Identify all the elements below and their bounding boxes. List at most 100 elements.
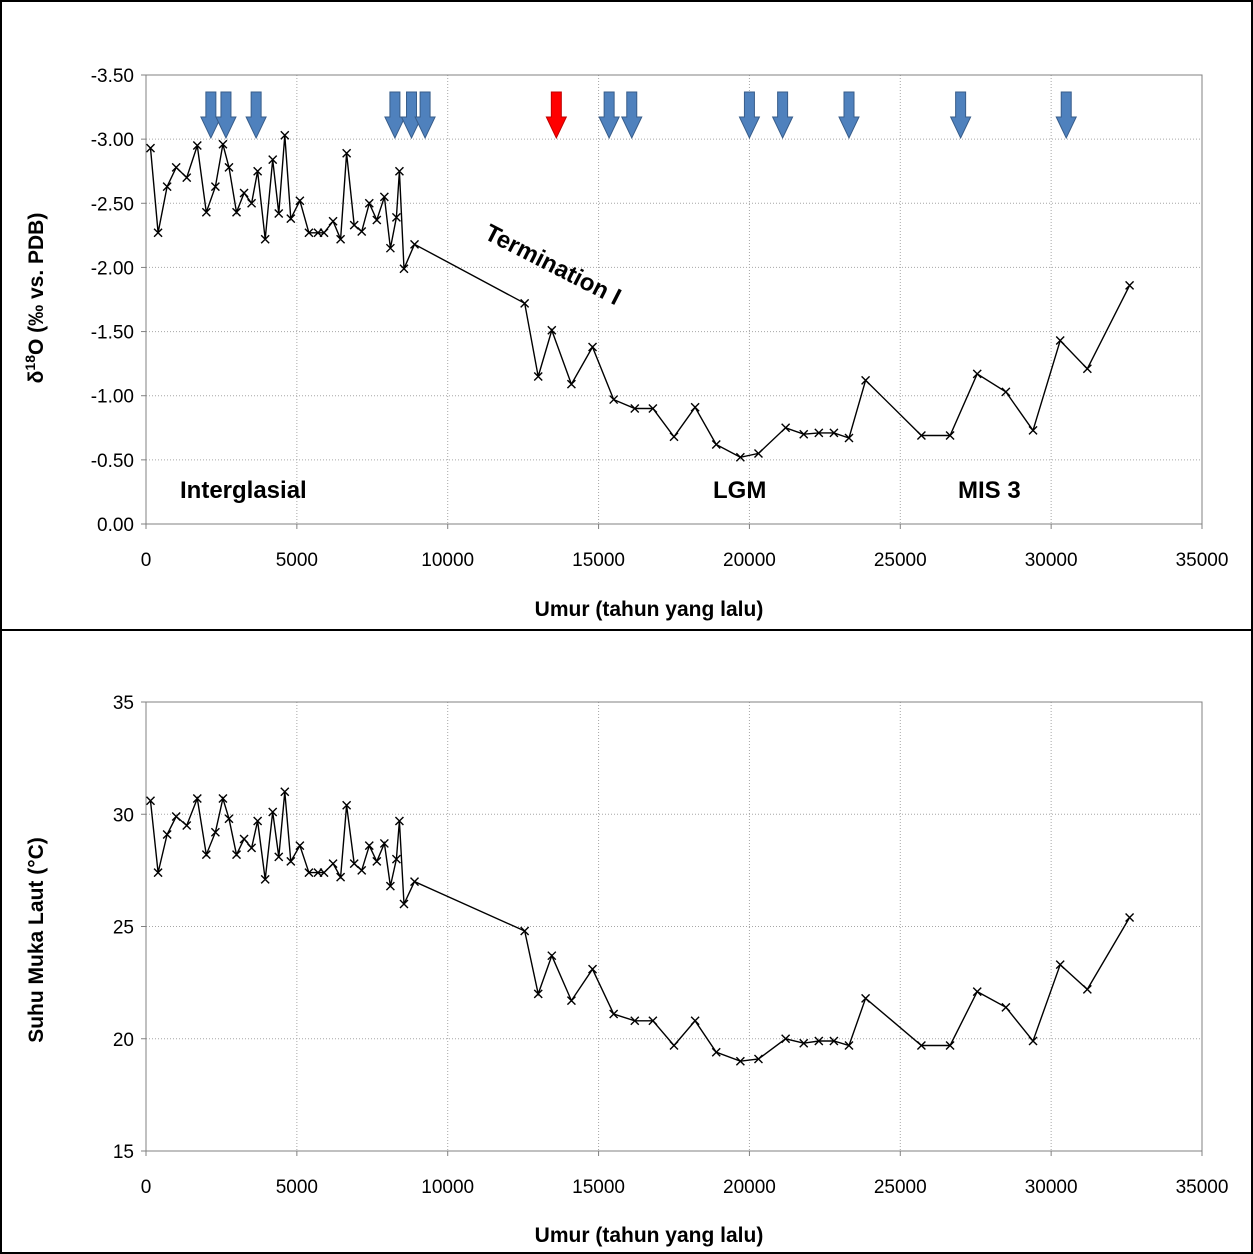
x-tick-label: 35000 [1176,550,1229,571]
data-point-marker [781,1034,791,1044]
data-point-marker [829,1036,839,1046]
data-point-marker [648,1016,658,1026]
x-tick-label: 5000 [276,1177,318,1198]
x-axis-label: Umur (tahun yang lalu) [535,598,764,621]
data-point-marker [280,130,290,140]
data-point-marker [218,139,228,149]
data-point-marker [814,428,824,438]
x-tick-label: 20000 [723,1177,776,1198]
data-point-marker [753,1054,763,1064]
data-point-marker [280,787,290,797]
data-point-marker [533,989,543,999]
y-tick-label: -3.00 [91,130,134,151]
data-point-marker [182,820,192,830]
data-point-marker [799,1038,809,1048]
y-tick-label: 30 [113,805,134,826]
data-point-marker [609,1009,619,1019]
y-axis-ticks: -3.50 -3.00 -2.50 -2.00 -1.50 -1.00 -0.50 0.00 [91,66,146,536]
data-point-marker [153,228,163,238]
data-point-marker [945,430,955,440]
annotation-lgm: LGM [713,477,766,504]
data-point-marker [274,209,284,219]
data-point-marker [410,239,420,249]
data-point-marker [814,1036,824,1046]
x-tick-label: 25000 [874,550,927,571]
data-point-marker [945,1040,955,1050]
data-point-marker [319,868,329,878]
data-point-marker [304,868,314,878]
data-point-marker [799,429,809,439]
y-tick-label: -0.50 [91,451,134,472]
data-point-marker [247,843,257,853]
data-point-marker [391,854,401,864]
annotation-mis3: MIS 3 [958,477,1021,504]
data-point-marker [630,404,640,414]
x-tick-label: 20000 [723,550,776,571]
y-tick-label: 0.00 [97,515,134,536]
data-point-marker [547,951,557,961]
data-point-marker [372,856,382,866]
data-point-marker [379,192,389,202]
x-tick-label: 10000 [421,1177,474,1198]
x-tick-label: 0 [141,550,152,571]
annotation-interglasial: Interglasial [180,477,307,504]
blue-down-arrow-icon [838,91,860,140]
data-point-marker [253,816,263,826]
delta18o-series [146,130,1135,462]
x-tick-label: 10000 [421,550,474,571]
data-point-marker [372,215,382,225]
blue-down-arrow-icon [414,91,436,140]
y-axis-ticks: 35 30 25 20 15 [113,693,146,1163]
x-tick-label: 25000 [874,1177,927,1198]
data-point-marker [357,227,367,237]
data-point-marker [274,852,284,862]
x-tick-label: 0 [141,1177,152,1198]
data-point-marker [690,402,700,412]
data-point-marker [566,379,576,389]
data-point-marker [349,859,359,869]
blue-down-arrow-icon [949,91,972,140]
data-point-marker [162,829,172,839]
blue-down-arrow-icon [245,91,267,140]
data-point-marker [394,166,404,176]
data-point-marker [648,404,658,414]
y-label-suffix: O (‰ vs. PDB) [25,213,48,355]
data-point-marker [342,800,352,810]
x-axis-label: Umur (tahun yang lalu) [535,1224,764,1247]
blue-down-arrow-icon [771,91,794,140]
data-point-marker [336,872,346,882]
data-point-marker [210,827,220,837]
data-point-marker [192,141,202,151]
data-point-marker [357,865,367,875]
data-point-marker [247,198,257,208]
data-point-marker [192,794,202,804]
data-point-marker [669,432,679,442]
data-point-marker [669,1040,679,1050]
data-point-marker [260,874,270,884]
data-point-marker [1125,913,1135,923]
data-point-marker [224,814,234,824]
blue-down-arrow-icon [598,91,620,140]
data-point-marker [268,155,278,165]
sst-chart: 35 30 25 20 15 0 5000 10000 15000 20000 25000 3000… [25,693,1228,1247]
y-label-prefix: δ [25,371,48,384]
data-point-marker [153,868,163,878]
data-point-marker [410,877,420,887]
y-tick-label: -3.50 [91,66,134,87]
sst-series [146,787,1135,1066]
data-point-marker [547,325,557,335]
blue-down-arrow-icon [384,91,406,140]
data-point-marker [364,198,374,208]
data-point-marker [1082,984,1092,994]
y-tick-label: -2.50 [91,194,134,215]
data-point-marker [1028,425,1038,435]
data-point-marker [239,188,249,198]
data-point-marker [218,794,228,804]
data-point-marker [1082,364,1092,374]
data-point-marker [201,207,211,217]
y-tick-label: 20 [113,1030,134,1051]
blue-down-arrow-icon [200,91,222,140]
data-point-marker [972,987,982,997]
y-tick-label: -2.00 [91,258,134,279]
